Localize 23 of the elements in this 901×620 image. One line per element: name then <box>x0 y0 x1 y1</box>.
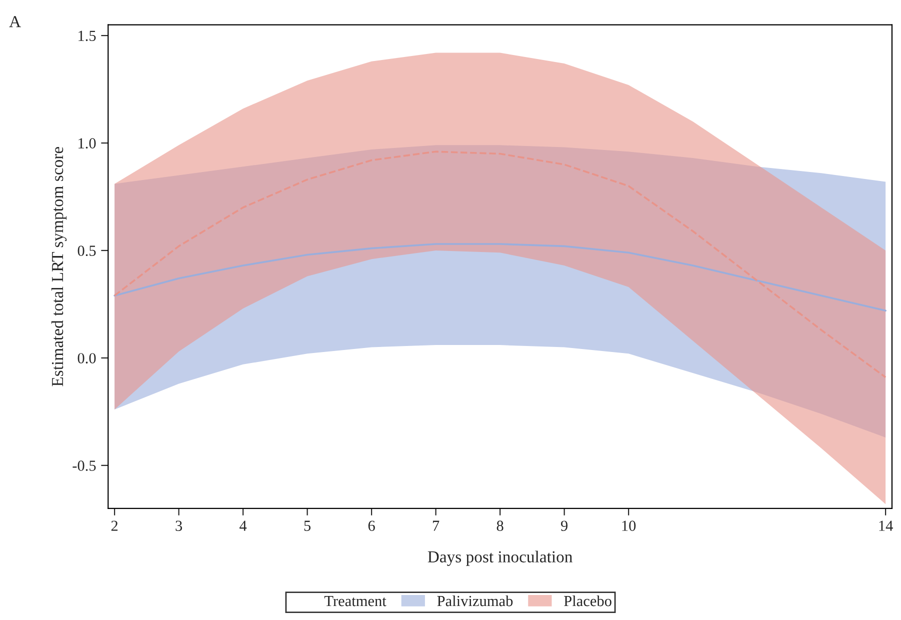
x-tick-label: 8 <box>496 520 504 531</box>
x-tick-label: 5 <box>304 520 311 531</box>
x-tick-label: 2 <box>111 520 118 531</box>
y-tick-label: 1.0 <box>78 138 96 149</box>
text: A <box>9 16 21 28</box>
legend-title: Treatment <box>324 596 386 606</box>
x-tick-label: 4 <box>240 520 247 531</box>
x-tick-label: 3 <box>176 520 182 531</box>
x-axis-title: Days post inoculation <box>428 550 572 566</box>
x-tick-label: 9 <box>560 520 568 531</box>
line-series <box>114 150 886 378</box>
y-tick-label: -0.5 <box>72 460 96 471</box>
y-tick-label: 0.5 <box>78 246 96 256</box>
x-tick-label: 14 <box>879 520 893 531</box>
x-tick-label: 6 <box>368 520 375 531</box>
x-tick-label: 7 <box>432 520 440 531</box>
legend-label: Placebo <box>564 595 612 606</box>
legend-label: Palivizumab <box>437 595 513 606</box>
y-axis-title: Estimated total LRT symptom score <box>51 147 67 386</box>
y-tick-label: 0.0 <box>78 353 96 364</box>
line-series <box>114 243 886 312</box>
x-tick-label: 10 <box>622 520 636 531</box>
y-tick-label: 1.5 <box>78 30 96 42</box>
